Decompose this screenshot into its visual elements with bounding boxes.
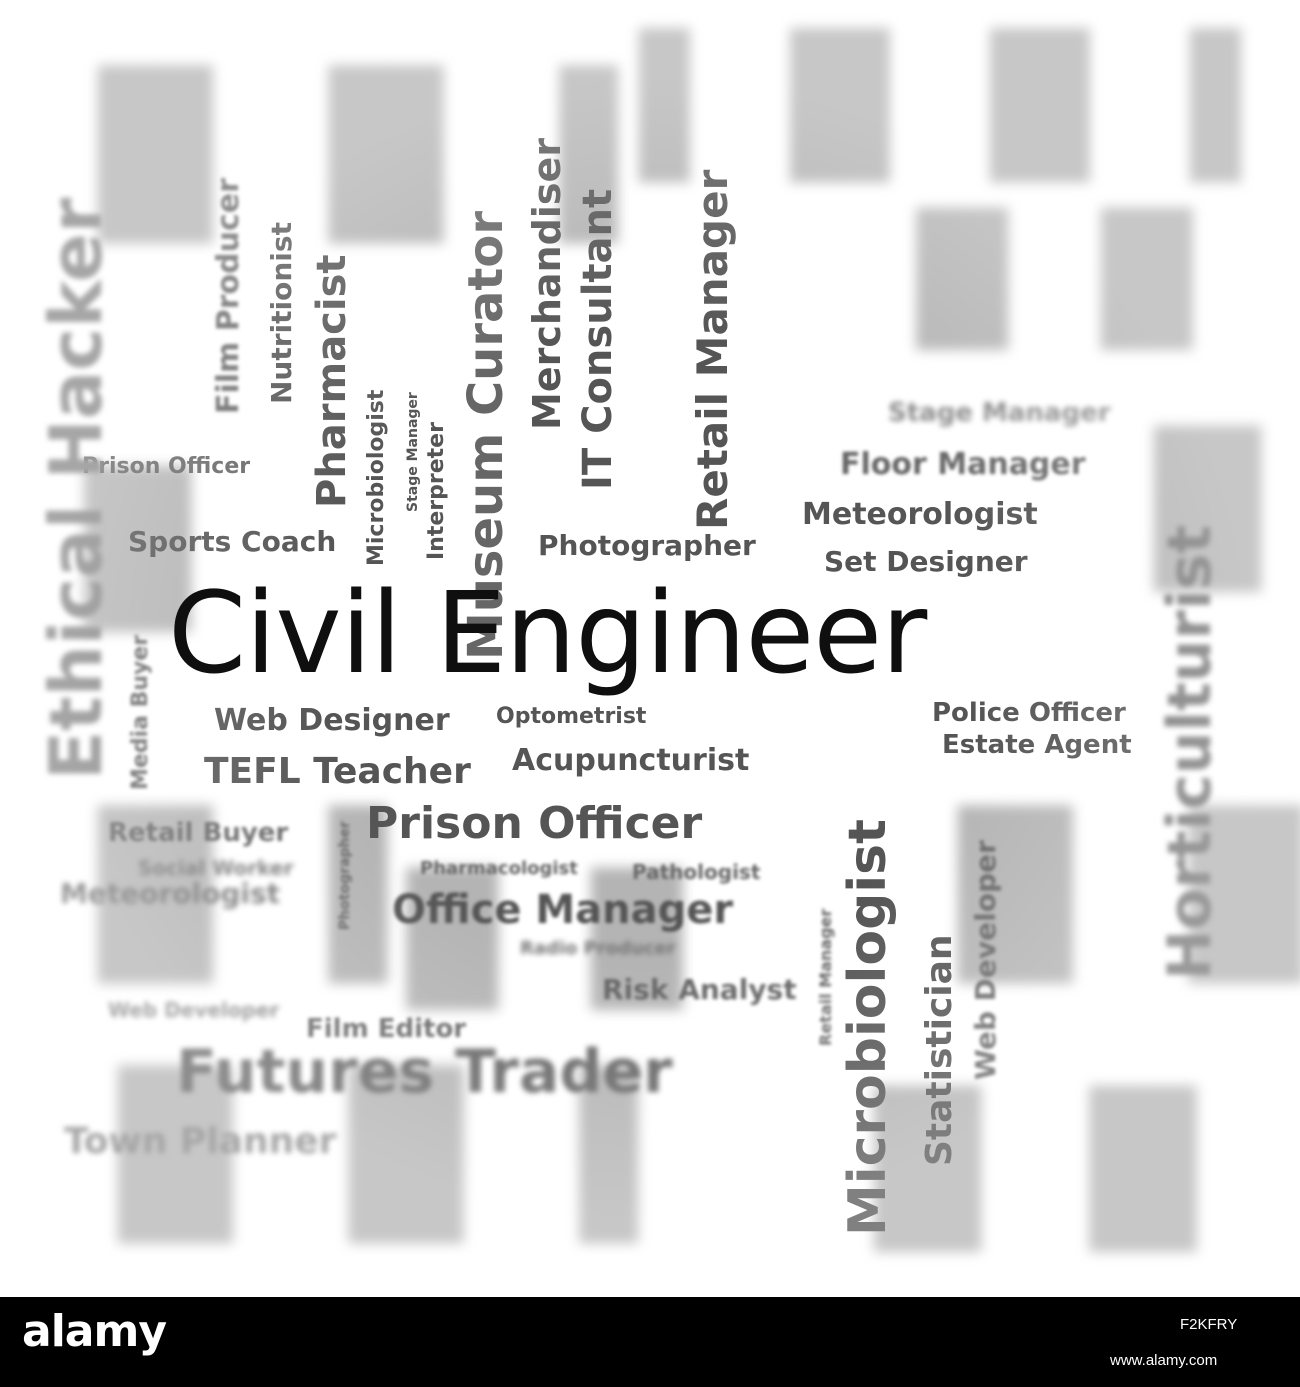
- word: Retail Manager: [816, 908, 835, 1046]
- word: Web Designer: [214, 703, 450, 738]
- word: Risk Analyst: [602, 973, 797, 1006]
- word: Prison Officer: [82, 454, 251, 479]
- word: Floor Manager: [840, 447, 1086, 482]
- word: Pharmacist: [309, 254, 355, 508]
- word: Office Manager: [392, 887, 734, 933]
- word: Film Producer: [211, 178, 246, 414]
- word: Merchandiser: [525, 138, 569, 430]
- main-title: Civil Engineer: [168, 569, 927, 699]
- word: Meteorologist: [802, 497, 1038, 532]
- word: Radio Producer: [520, 938, 676, 959]
- word: Interpreter: [424, 422, 449, 560]
- word: Stage Manager: [888, 398, 1111, 428]
- word: Sports Coach: [128, 525, 337, 558]
- word: Futures Trader: [176, 1037, 673, 1107]
- word: Police Officer: [932, 698, 1126, 728]
- word: Microbiologist: [838, 819, 898, 1236]
- word: Town Planner: [64, 1121, 337, 1162]
- word: Estate Agent: [942, 730, 1132, 760]
- word: Social Worker: [138, 856, 294, 880]
- word: Microbiologist: [364, 389, 389, 566]
- word: Acupuncturist: [512, 743, 750, 778]
- alamy-logo: alamy: [22, 1306, 167, 1357]
- word: IT Consultant: [575, 188, 621, 490]
- word: Pathologist: [632, 860, 761, 884]
- image-id: F2KFRY: [1180, 1316, 1238, 1333]
- word: Retail Manager: [688, 169, 737, 530]
- word: Horticulturist: [1155, 524, 1225, 980]
- word: Meteorologist: [60, 877, 281, 910]
- word: Web Developer: [969, 840, 1002, 1080]
- word: TEFL Teacher: [204, 751, 471, 792]
- word: Statistician: [919, 934, 960, 1166]
- word: Set Designer: [824, 545, 1028, 578]
- word: Prison Officer: [366, 798, 703, 849]
- watermark-footer: [0, 1297, 1300, 1387]
- word: Nutritionist: [265, 222, 298, 404]
- word: Stage Manager: [405, 392, 421, 512]
- word-cloud-image: ▐▌▐▌▐ ▌▐▌▐▌▐ ▐▌▐▌ ▐▌ ▐▌▐ ▐▌▐▌ ▐▌▐▌▐ ▐▌▐▌…: [0, 0, 1300, 1297]
- word: Photographer: [337, 821, 353, 930]
- word: Pharmacologist: [420, 858, 578, 879]
- word: Optometrist: [496, 704, 647, 729]
- word: Retail Buyer: [108, 818, 289, 848]
- site-url: www.alamy.com: [1110, 1352, 1218, 1369]
- motion-blurred-background-words: ▐▌▐▌▐ ▌▐▌▐▌▐ ▐▌▐▌ ▐▌ ▐▌▐ ▐▌▐▌ ▐▌▐▌▐ ▐▌▐▌…: [30, 29, 1300, 1251]
- word: Film Editor: [306, 1014, 467, 1044]
- word: Photographer: [538, 529, 756, 562]
- word: Ethical Hacker: [34, 197, 118, 780]
- word: Web Developer: [108, 998, 280, 1022]
- word: Media Buyer: [128, 634, 153, 790]
